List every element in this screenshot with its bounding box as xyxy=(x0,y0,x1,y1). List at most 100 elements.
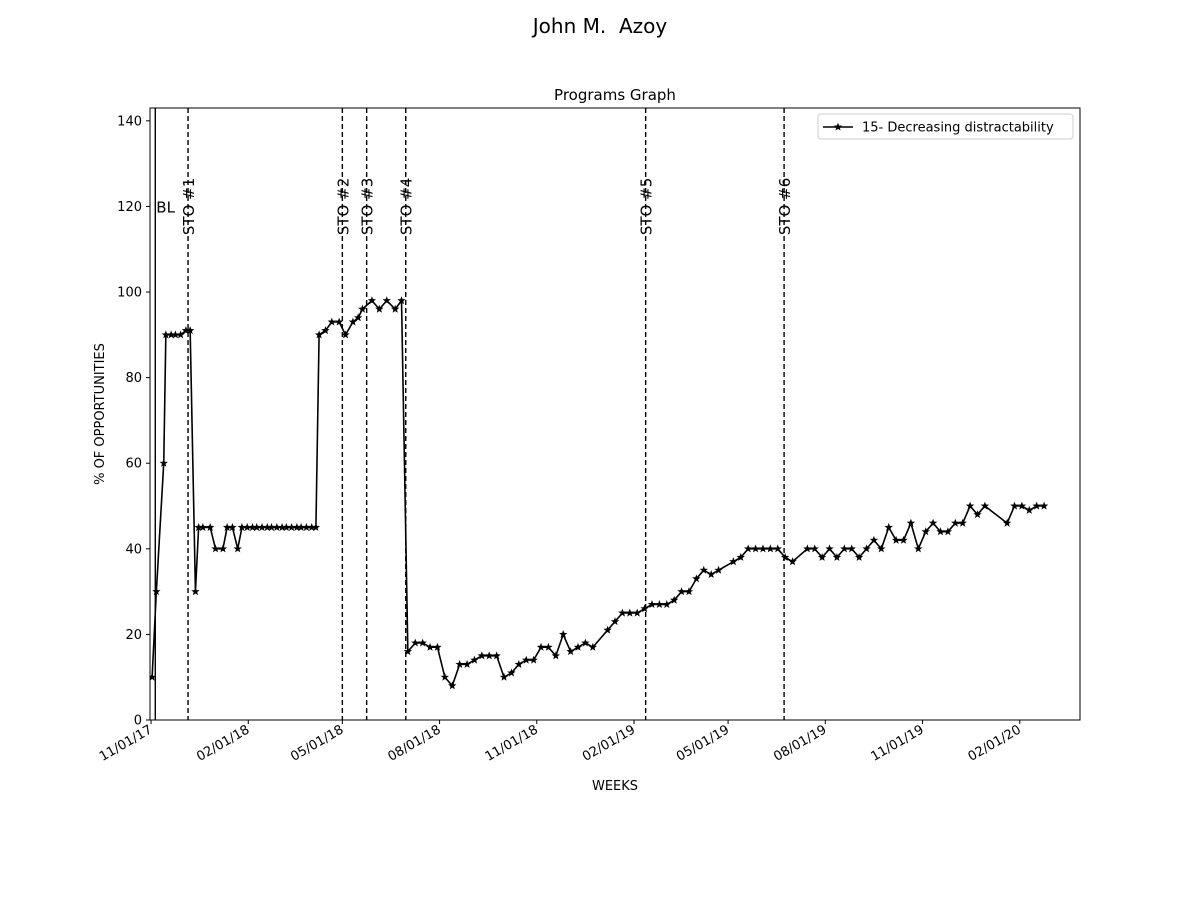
data-point xyxy=(906,518,916,527)
data-point xyxy=(218,544,228,553)
phase-label: BL xyxy=(156,198,175,216)
data-point xyxy=(736,552,745,561)
data-point xyxy=(581,638,590,647)
y-tick-label: 0 xyxy=(134,714,142,729)
data-point xyxy=(914,544,923,553)
y-tick-label: 120 xyxy=(117,200,142,215)
data-point xyxy=(862,544,871,553)
legend: 15- Decreasing distractability xyxy=(817,113,1074,140)
x-axis-label: WEEKS xyxy=(592,779,638,794)
data-point xyxy=(171,330,180,339)
data-point xyxy=(243,523,252,531)
data-point xyxy=(263,523,272,531)
data-point xyxy=(282,523,291,531)
axes: 0 20 40 60 80 100 120 140 11/01/17 02/01/18 05/01/… xyxy=(97,114,1024,764)
x-tick-label: 08/01/19 xyxy=(771,722,829,764)
data-point xyxy=(714,565,723,574)
chart-title: Programs Graph xyxy=(554,86,676,104)
data-point xyxy=(391,304,400,313)
data-point xyxy=(382,296,391,305)
data-point xyxy=(943,527,953,536)
legend-star-marker xyxy=(833,122,843,131)
data-point xyxy=(610,617,620,626)
data-point xyxy=(222,523,232,531)
data-point xyxy=(367,296,377,305)
data-point xyxy=(854,552,864,561)
data-point xyxy=(257,523,267,531)
phase-label: STO #2 xyxy=(334,178,352,235)
data-point xyxy=(773,544,782,553)
data-point xyxy=(832,552,842,561)
data-point xyxy=(375,304,384,313)
data-point xyxy=(440,672,450,681)
series-layer xyxy=(150,296,1049,690)
data-point xyxy=(397,296,406,305)
data-point xyxy=(1039,501,1049,510)
phase-lines: BL STO #1 STO #2 STO #3 STO #4 STO #5 STO #6 xyxy=(154,108,794,720)
data-point xyxy=(354,313,363,322)
data-point xyxy=(194,523,203,531)
data-point xyxy=(296,523,306,531)
data-point xyxy=(625,608,634,617)
figure-title: John M. Azoy xyxy=(532,14,668,38)
data-point xyxy=(314,330,324,339)
data-point xyxy=(507,668,516,677)
y-tick-label: 40 xyxy=(125,542,142,557)
data-point xyxy=(640,604,649,613)
data-point xyxy=(1002,518,1012,527)
data-point xyxy=(348,317,358,326)
data-point xyxy=(248,523,257,531)
data-point xyxy=(803,544,812,553)
data-point xyxy=(573,642,583,651)
data-point xyxy=(647,600,657,609)
data-point xyxy=(411,638,420,647)
data-point xyxy=(287,523,296,531)
data-point xyxy=(448,681,457,690)
data-point xyxy=(233,544,242,553)
data-point xyxy=(228,523,237,531)
data-point xyxy=(877,544,886,553)
y-tick-label: 60 xyxy=(125,457,142,472)
data-point xyxy=(699,565,708,574)
data-point xyxy=(559,630,568,638)
data-point xyxy=(847,544,856,553)
data-point xyxy=(766,544,775,553)
x-tick-label: 02/01/20 xyxy=(966,722,1024,764)
data-point xyxy=(921,527,930,536)
data-point xyxy=(758,544,768,553)
data-point xyxy=(485,651,494,660)
data-point xyxy=(1032,501,1041,510)
data-point xyxy=(477,651,487,660)
data-point xyxy=(677,587,686,596)
data-point xyxy=(327,317,336,326)
data-point xyxy=(499,672,509,681)
data-point xyxy=(237,523,247,531)
data-point xyxy=(403,647,413,656)
x-tick-label: 08/01/18 xyxy=(386,722,444,764)
data-point xyxy=(670,595,679,604)
data-point xyxy=(358,304,367,313)
data-point xyxy=(185,326,195,335)
y-tick-label: 20 xyxy=(125,628,142,643)
y-tick-label: 140 xyxy=(117,114,142,129)
data-point xyxy=(529,655,538,664)
data-point xyxy=(455,659,464,668)
data-point xyxy=(198,523,208,531)
data-point xyxy=(311,523,321,531)
data-point xyxy=(181,326,191,335)
data-point xyxy=(522,655,531,664)
y-axis-label: % OF OPPORTUNITIES xyxy=(93,343,108,485)
data-point xyxy=(470,655,479,664)
data-point xyxy=(191,587,200,596)
series-line xyxy=(151,299,1045,687)
x-tick-label: 11/01/19 xyxy=(868,722,926,764)
data-point xyxy=(973,510,982,519)
legend-entry: 15- Decreasing distractability xyxy=(862,121,1054,136)
phase-label: STO #4 xyxy=(398,178,416,235)
data-point xyxy=(965,501,975,510)
data-point xyxy=(743,544,753,553)
data-point xyxy=(433,642,442,651)
data-point xyxy=(588,642,597,651)
data-point xyxy=(536,642,546,651)
x-tick-label: 11/01/18 xyxy=(483,722,541,764)
